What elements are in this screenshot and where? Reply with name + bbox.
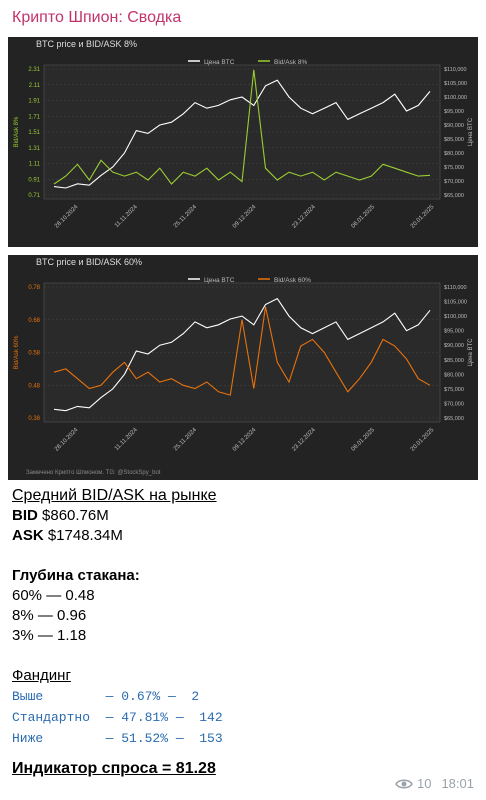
depth-title: Глубина стакана: bbox=[12, 567, 140, 584]
y-tick-right: $100,000 bbox=[444, 314, 467, 320]
views-count: 10 bbox=[416, 776, 432, 791]
legend-label: Цена BTC bbox=[204, 277, 235, 284]
y-tick-left: 0.48 bbox=[28, 383, 40, 389]
y-tick-left: 2.11 bbox=[29, 83, 41, 89]
y-tick-right: $105,000 bbox=[444, 81, 467, 87]
views-eye-icon bbox=[395, 779, 413, 788]
funding-high: Выше — 0.67% — 2 bbox=[12, 689, 200, 704]
chart-panel-8: BTC price и BID/ASK 8% Цена BTC Bid/Ask 8%… bbox=[8, 37, 478, 247]
y-axis-label-left: Bid/Ask 8% bbox=[14, 116, 20, 147]
y-tick-right: $75,000 bbox=[444, 165, 464, 171]
y-tick-right: $95,000 bbox=[444, 109, 464, 115]
depth-3: 3% — 1.18 bbox=[12, 627, 87, 644]
chart-title: BTC price и BID/ASK 8% bbox=[36, 39, 137, 49]
y-tick-right: $85,000 bbox=[444, 358, 464, 364]
chart-8-svg: BTC price и BID/ASK 8% Цена BTC Bid/Ask 8%… bbox=[14, 39, 474, 230]
x-tick: 23.12.2024 bbox=[291, 427, 317, 453]
y-tick-left: 0.38 bbox=[28, 416, 40, 422]
depth-60: 60% — 0.48 bbox=[12, 587, 95, 604]
y-tick-right: $80,000 bbox=[444, 151, 464, 157]
depth-8: 8% — 0.96 bbox=[12, 607, 87, 624]
x-tick: 20.01.2025 bbox=[410, 204, 436, 230]
y-axis-label-right: Цена BTC bbox=[468, 338, 474, 367]
x-tick: 25.11.2024 bbox=[173, 204, 199, 230]
legend-label: Bid/Ask 60% bbox=[274, 277, 311, 284]
y-tick-left: 1.91 bbox=[28, 99, 40, 105]
ask-label: ASK bbox=[12, 527, 44, 544]
avg-title: Средний BID/ASK на рынке bbox=[12, 487, 217, 504]
y-tick-right: $105,000 bbox=[444, 300, 467, 306]
x-tick: 28.10.2024 bbox=[54, 204, 80, 230]
x-tick: 20.01.2025 bbox=[410, 427, 436, 453]
x-tick: 23.12.2024 bbox=[291, 204, 317, 230]
y-tick-right: $75,000 bbox=[444, 387, 464, 393]
bid-ask-line bbox=[53, 69, 431, 185]
y-tick-left: 1.71 bbox=[28, 114, 40, 120]
y-tick-left: 1.31 bbox=[28, 146, 40, 152]
x-tick: 25.11.2024 bbox=[173, 427, 199, 453]
demand-indicator: Индикатор спроса = 81.28 bbox=[12, 760, 216, 777]
btc-price-line bbox=[53, 79, 431, 189]
y-tick-left: 1.51 bbox=[28, 130, 40, 136]
x-tick: 09.12.2024 bbox=[232, 204, 258, 230]
chart-footnote: Замечено Крипто Шпионом. TG: @StockSpy_b… bbox=[26, 470, 161, 476]
channel-title[interactable]: Крипто Шпион: Сводка bbox=[12, 9, 182, 26]
x-tick: 11.11.2024 bbox=[114, 204, 139, 229]
funding-low: Ниже — 51.52% — 153 bbox=[12, 731, 223, 746]
btc-price-line bbox=[53, 297, 431, 412]
y-tick-right: $70,000 bbox=[444, 179, 464, 185]
chart-panel-60: BTC price и BID/ASK 60% Цена BTC Bid/Ask 6… bbox=[8, 255, 478, 480]
y-tick-right: $85,000 bbox=[444, 137, 464, 143]
y-tick-right: $65,000 bbox=[444, 416, 464, 422]
y-tick-left: 0.78 bbox=[28, 285, 40, 291]
ask-value: $1748.34M bbox=[43, 527, 123, 544]
legend-label: Цена BTC bbox=[204, 59, 235, 66]
y-tick-left: 0.71 bbox=[28, 193, 40, 199]
x-tick: 09.12.2024 bbox=[232, 427, 258, 453]
chart-title: BTC price и BID/ASK 60% bbox=[36, 257, 142, 267]
y-tick-right: $100,000 bbox=[444, 95, 467, 101]
funding-title: Фандинг bbox=[12, 667, 71, 684]
y-tick-right: $70,000 bbox=[444, 401, 464, 407]
y-tick-right: $65,000 bbox=[444, 193, 464, 199]
y-tick-left: 2.31 bbox=[28, 67, 40, 73]
y-tick-left: 0.58 bbox=[28, 351, 40, 357]
y-tick-right: $80,000 bbox=[444, 372, 464, 378]
y-tick-right: $110,000 bbox=[444, 285, 467, 291]
message-time: 18:01 bbox=[441, 776, 474, 791]
message-meta: 10 18:01 bbox=[395, 776, 474, 791]
legend-label: Bid/Ask 8% bbox=[274, 59, 307, 66]
x-tick: 06.01.2025 bbox=[351, 204, 377, 230]
y-tick-right: $90,000 bbox=[444, 123, 464, 129]
x-tick: 28.10.2024 bbox=[54, 427, 80, 453]
y-tick-left: 1.11 bbox=[29, 162, 41, 168]
x-tick: 06.01.2025 bbox=[351, 427, 377, 453]
message-text: Средний BID/ASK на рынке BID $860.76M AS… bbox=[12, 486, 478, 779]
y-tick-left: 0.68 bbox=[28, 318, 40, 324]
y-tick-right: $110,000 bbox=[444, 67, 467, 73]
chart-60-svg: BTC price и BID/ASK 60% Цена BTC Bid/Ask 6… bbox=[14, 257, 474, 476]
y-tick-right: $95,000 bbox=[444, 329, 464, 335]
funding-standard: Стандартно — 47.81% — 142 bbox=[12, 710, 223, 725]
y-tick-right: $90,000 bbox=[444, 343, 464, 349]
bid-ask-line bbox=[53, 306, 431, 396]
y-tick-left: 0.91 bbox=[28, 177, 40, 183]
y-axis-label-right: Цена BTC bbox=[468, 117, 474, 146]
bid-label: BID bbox=[12, 507, 38, 524]
y-axis-label-left: Bid/Ask 60% bbox=[14, 335, 20, 370]
bid-value: $860.76M bbox=[37, 507, 109, 524]
x-tick: 11.11.2024 bbox=[114, 427, 139, 452]
